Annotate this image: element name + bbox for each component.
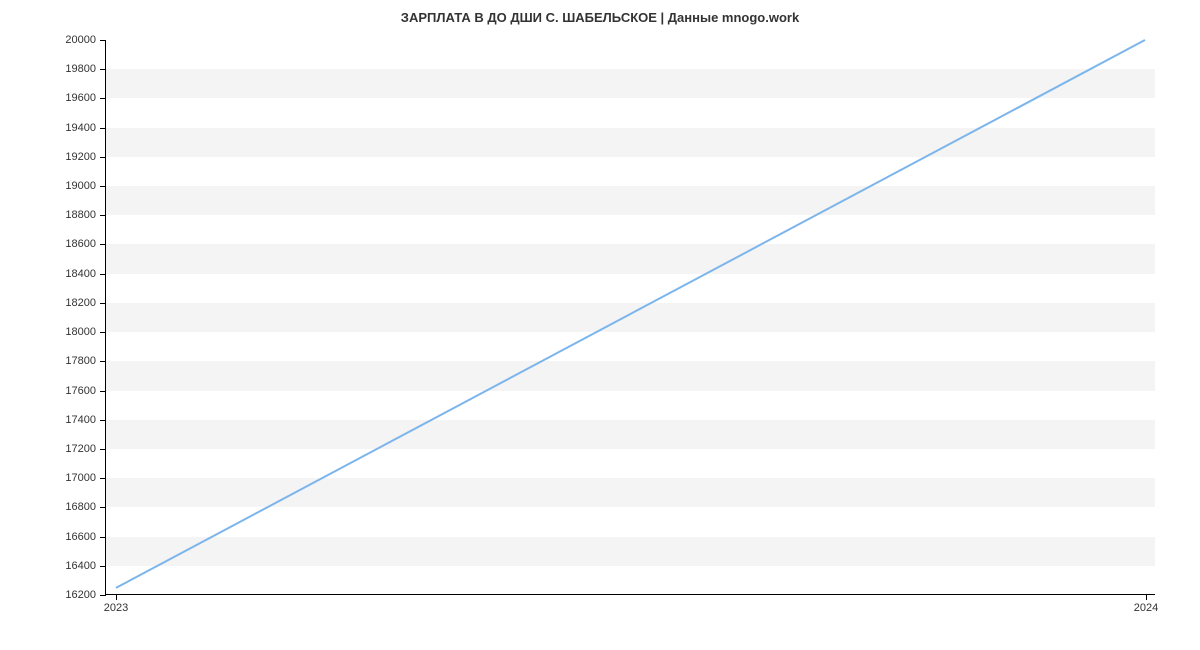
y-tick (100, 391, 106, 392)
x-axis-label: 2024 (1134, 602, 1158, 614)
y-axis-label: 16400 (65, 560, 96, 572)
y-tick (100, 215, 106, 216)
y-tick (100, 507, 106, 508)
y-axis-label: 17800 (65, 355, 96, 367)
y-axis-label: 19200 (65, 151, 96, 163)
y-tick (100, 98, 106, 99)
y-tick (100, 449, 106, 450)
y-axis-label: 17000 (65, 472, 96, 484)
y-axis-label: 18600 (65, 238, 96, 250)
y-axis-label: 19600 (65, 92, 96, 104)
y-tick (100, 274, 106, 275)
y-axis-label: 16600 (65, 531, 96, 543)
y-tick (100, 40, 106, 41)
y-tick (100, 186, 106, 187)
y-tick (100, 157, 106, 158)
y-axis-label: 18200 (65, 297, 96, 309)
y-axis-label: 18000 (65, 326, 96, 338)
y-axis-label: 16200 (65, 589, 96, 601)
y-tick (100, 332, 106, 333)
y-tick (100, 303, 106, 304)
line-layer (106, 40, 1155, 594)
y-axis-label: 16800 (65, 501, 96, 513)
y-axis-label: 17600 (65, 385, 96, 397)
y-tick (100, 566, 106, 567)
y-axis-label: 19400 (65, 122, 96, 134)
y-tick (100, 478, 106, 479)
x-tick (1146, 594, 1147, 600)
series-line (116, 40, 1145, 588)
chart-area: 1620016400166001680017000172001740017600… (105, 40, 1155, 595)
y-tick (100, 69, 106, 70)
y-axis-label: 17400 (65, 414, 96, 426)
y-tick (100, 595, 106, 596)
y-tick (100, 361, 106, 362)
plot-area: 1620016400166001680017000172001740017600… (105, 40, 1155, 595)
y-tick (100, 128, 106, 129)
y-axis-label: 17200 (65, 443, 96, 455)
y-axis-label: 19800 (65, 63, 96, 75)
y-tick (100, 244, 106, 245)
x-tick (116, 594, 117, 600)
y-tick (100, 537, 106, 538)
y-axis-label: 19000 (65, 180, 96, 192)
y-axis-label: 18800 (65, 209, 96, 221)
x-axis-label: 2023 (104, 602, 128, 614)
chart-title: ЗАРПЛАТА В ДО ДШИ С. ШАБЕЛЬСКОЕ | Данные… (0, 0, 1200, 29)
y-axis-label: 20000 (65, 34, 96, 46)
y-axis-label: 18400 (65, 268, 96, 280)
y-tick (100, 420, 106, 421)
